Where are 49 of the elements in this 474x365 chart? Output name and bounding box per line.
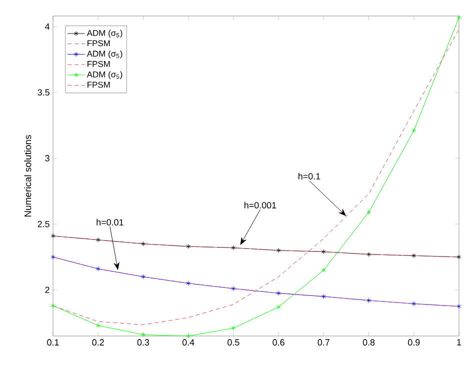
annotation: h=0.1	[298, 172, 320, 180]
x-tick-label: 0.1	[47, 339, 59, 346]
point	[186, 334, 190, 338]
y-tick-label: 3	[45, 155, 50, 162]
point	[141, 274, 146, 280]
annotation: h=0.001	[244, 202, 276, 208]
point	[366, 298, 371, 303]
y-tick-label: 2.5	[38, 220, 50, 228]
point	[322, 249, 326, 254]
point	[366, 210, 371, 215]
legend-label: ADM (σ$_{5}$)	[86, 71, 122, 80]
point	[96, 323, 100, 328]
x-tick-label: 0.6	[272, 339, 284, 346]
x-tick-label: 0.2	[92, 339, 104, 346]
y-tick-label: 3.5	[38, 89, 50, 96]
point	[141, 332, 146, 338]
point	[366, 252, 371, 257]
point	[276, 248, 281, 253]
y-axis-title: Numerical solutions	[24, 135, 32, 217]
point	[412, 128, 416, 134]
legend-label: FPSM	[88, 40, 110, 46]
point	[231, 286, 236, 292]
point	[186, 280, 190, 286]
point	[186, 244, 190, 249]
point	[276, 290, 281, 296]
legend-label: ADM (σ$_{5}$)	[86, 30, 122, 38]
x-tick-label: 0.4	[182, 339, 194, 346]
point	[322, 294, 326, 299]
x-tick-label: 1	[457, 339, 462, 346]
y-tick-label: 2	[45, 286, 50, 294]
point	[412, 253, 416, 258]
x-tick-label: 0.3	[137, 339, 150, 346]
point	[231, 245, 236, 250]
point	[96, 237, 100, 242]
point	[141, 241, 146, 246]
point	[322, 268, 326, 273]
x-tick-label: 0.8	[362, 339, 375, 346]
point	[96, 266, 100, 272]
legend-label: ADM (σ$_{5}$)	[86, 50, 122, 58]
legend-label: FPSM	[88, 60, 110, 67]
y-tick-label: 4	[45, 23, 50, 30]
x-tick-label: 0.7	[318, 339, 330, 346]
annotation: h=0.01	[96, 218, 124, 226]
point	[412, 301, 416, 306]
legend-label: FPSM	[88, 82, 110, 88]
point	[276, 304, 281, 310]
x-tick-label: 0.5	[228, 339, 240, 346]
x-tick-label: 0.9	[408, 339, 420, 346]
point	[231, 326, 236, 331]
